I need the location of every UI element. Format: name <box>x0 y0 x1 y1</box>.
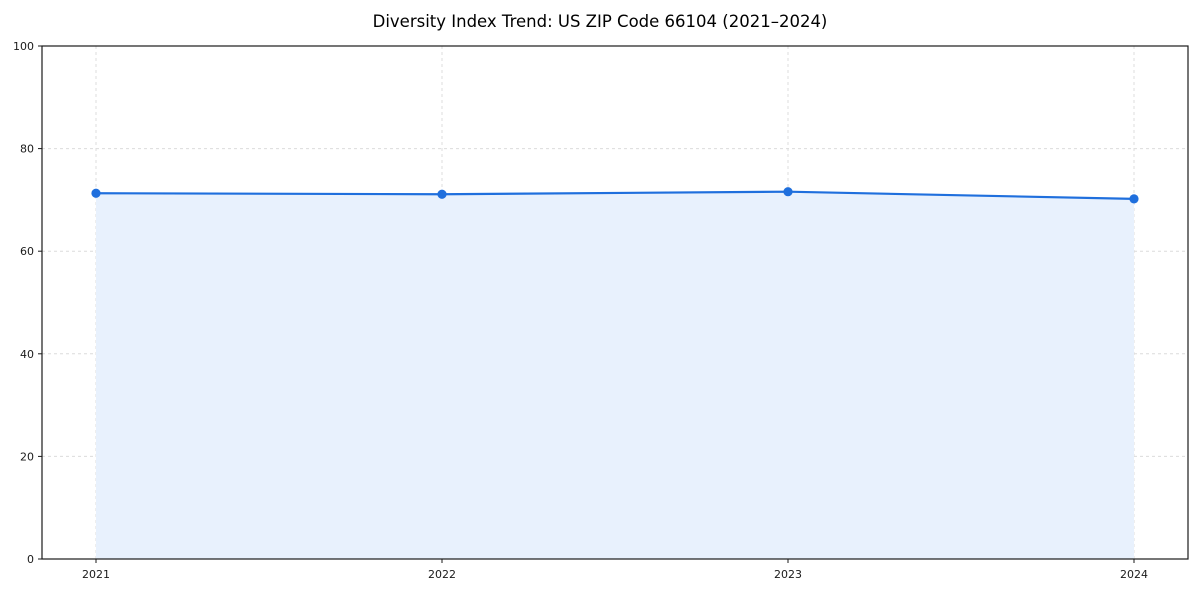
x-tick-label: 2024 <box>1120 568 1148 581</box>
data-point-marker <box>1129 194 1139 204</box>
y-tick-label: 40 <box>20 348 34 361</box>
y-tick-label: 80 <box>20 143 34 156</box>
y-tick-label: 0 <box>27 553 34 566</box>
plot-border <box>41 45 1189 560</box>
y-tick-label: 20 <box>20 450 34 463</box>
data-point-marker <box>783 187 793 197</box>
chart-title: Diversity Index Trend: US ZIP Code 66104… <box>372 12 828 31</box>
x-tick-label: 2022 <box>428 568 456 581</box>
series-area-fill <box>96 191 1134 559</box>
data-point-marker <box>437 189 447 199</box>
series-line <box>94 190 1136 200</box>
y-tick-label: 100 <box>13 40 34 53</box>
x-tick-label: 2021 <box>82 568 110 581</box>
x-tick-label: 2023 <box>774 568 802 581</box>
y-tick-label: 60 <box>20 245 34 258</box>
data-point-marker <box>91 188 101 198</box>
